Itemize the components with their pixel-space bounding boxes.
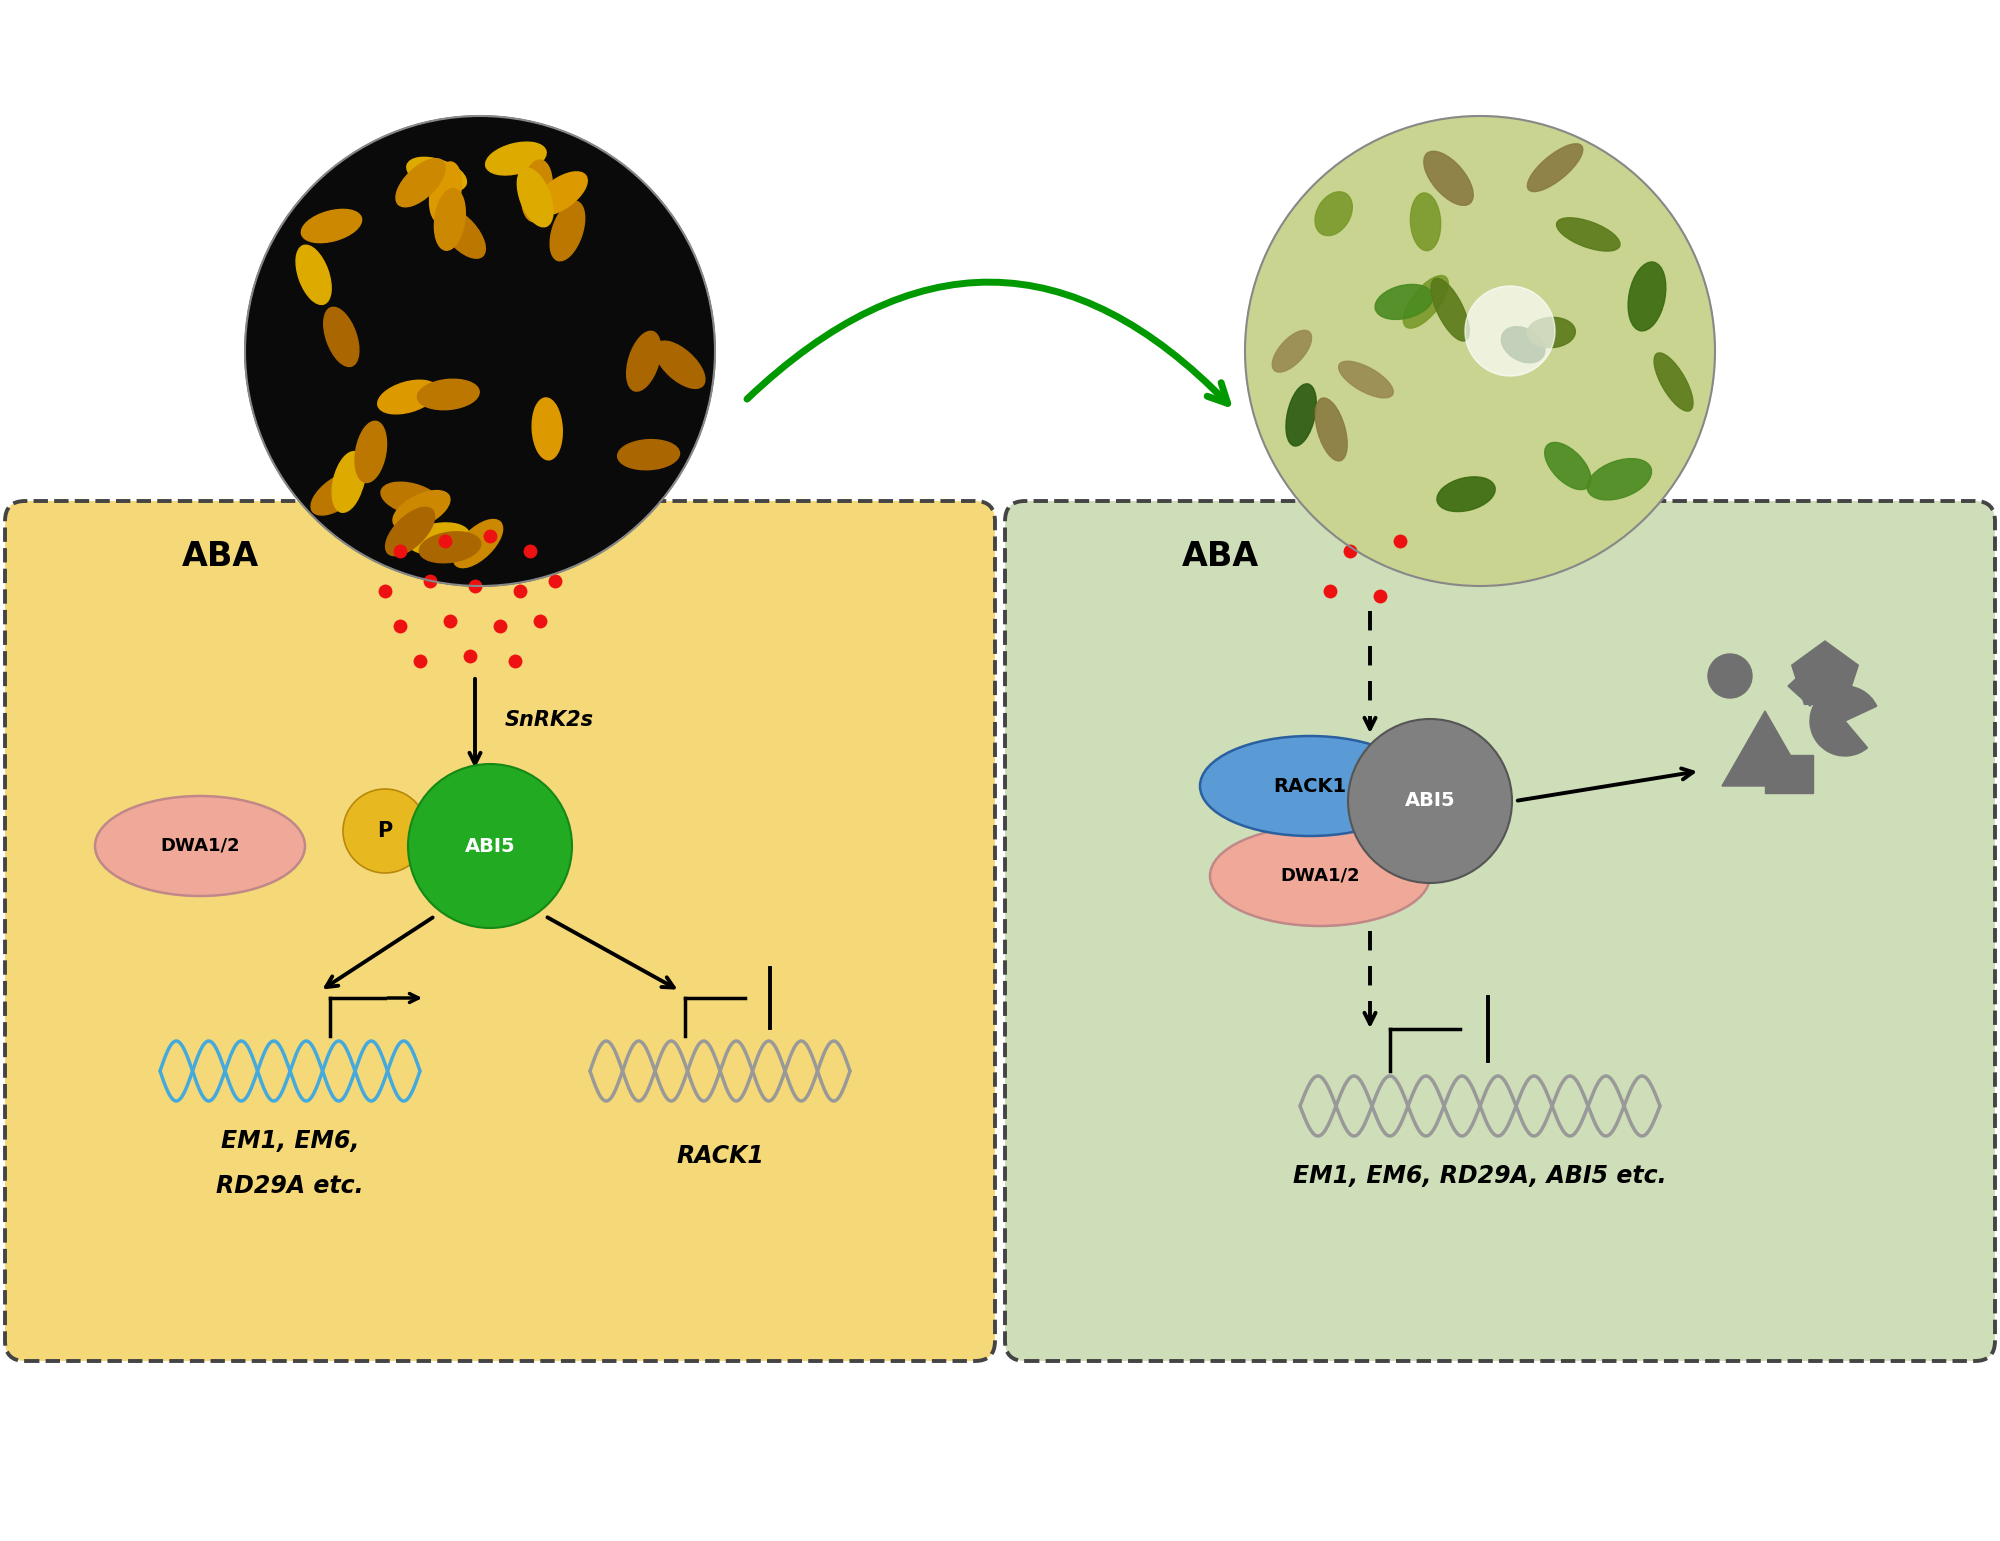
Ellipse shape bbox=[618, 439, 680, 470]
Ellipse shape bbox=[438, 208, 486, 259]
Circle shape bbox=[1708, 653, 1752, 698]
Ellipse shape bbox=[1430, 279, 1470, 341]
Ellipse shape bbox=[434, 188, 466, 250]
Text: DWA1/2: DWA1/2 bbox=[160, 837, 240, 855]
Ellipse shape bbox=[1338, 361, 1394, 398]
Polygon shape bbox=[1722, 710, 1808, 786]
Ellipse shape bbox=[1628, 262, 1666, 331]
Ellipse shape bbox=[386, 507, 434, 556]
Ellipse shape bbox=[1654, 353, 1694, 411]
Text: ABA: ABA bbox=[182, 539, 258, 573]
Ellipse shape bbox=[380, 482, 442, 515]
Polygon shape bbox=[1788, 666, 1832, 706]
Text: SnRK2s: SnRK2s bbox=[504, 710, 594, 730]
Text: RD29A etc.: RD29A etc. bbox=[216, 1174, 364, 1197]
Ellipse shape bbox=[378, 381, 438, 415]
Ellipse shape bbox=[486, 142, 546, 176]
Ellipse shape bbox=[518, 168, 554, 227]
Text: ABA: ABA bbox=[1182, 539, 1258, 573]
FancyBboxPatch shape bbox=[1006, 501, 1996, 1361]
Ellipse shape bbox=[654, 341, 704, 388]
Ellipse shape bbox=[454, 519, 502, 567]
Ellipse shape bbox=[396, 159, 446, 206]
Ellipse shape bbox=[1424, 151, 1474, 205]
Ellipse shape bbox=[1436, 476, 1496, 512]
Ellipse shape bbox=[1316, 398, 1348, 461]
FancyBboxPatch shape bbox=[4, 501, 996, 1361]
Ellipse shape bbox=[1528, 317, 1576, 348]
Ellipse shape bbox=[406, 157, 466, 191]
Polygon shape bbox=[1792, 641, 1858, 704]
Circle shape bbox=[244, 116, 716, 586]
Ellipse shape bbox=[1528, 143, 1582, 191]
Text: DWA1/2: DWA1/2 bbox=[1280, 868, 1360, 885]
Ellipse shape bbox=[534, 173, 588, 216]
Ellipse shape bbox=[96, 797, 304, 895]
Circle shape bbox=[1464, 287, 1556, 376]
Ellipse shape bbox=[1376, 285, 1432, 319]
Ellipse shape bbox=[302, 210, 362, 242]
Ellipse shape bbox=[430, 162, 462, 223]
Circle shape bbox=[344, 789, 428, 874]
Text: RACK1: RACK1 bbox=[676, 1143, 764, 1168]
Ellipse shape bbox=[1200, 737, 1420, 837]
Ellipse shape bbox=[420, 532, 480, 562]
Ellipse shape bbox=[550, 202, 584, 260]
Ellipse shape bbox=[408, 522, 470, 555]
Circle shape bbox=[1244, 116, 1716, 586]
Text: EM1, EM6, RD29A, ABI5 etc.: EM1, EM6, RD29A, ABI5 etc. bbox=[1294, 1163, 1666, 1188]
Text: ABI5: ABI5 bbox=[464, 837, 516, 855]
Ellipse shape bbox=[356, 421, 386, 482]
Ellipse shape bbox=[1588, 459, 1652, 499]
Ellipse shape bbox=[312, 472, 364, 515]
Circle shape bbox=[1348, 720, 1512, 883]
Ellipse shape bbox=[392, 490, 450, 529]
Text: EM1, EM6,: EM1, EM6, bbox=[220, 1130, 360, 1153]
Text: P: P bbox=[378, 821, 392, 841]
Circle shape bbox=[408, 764, 572, 928]
Ellipse shape bbox=[332, 452, 364, 512]
Ellipse shape bbox=[1502, 327, 1544, 362]
Ellipse shape bbox=[1404, 276, 1448, 328]
Ellipse shape bbox=[522, 160, 552, 222]
Text: RACK1: RACK1 bbox=[1274, 777, 1346, 795]
Wedge shape bbox=[1810, 686, 1876, 757]
Bar bbox=[1766, 755, 1814, 794]
Ellipse shape bbox=[1544, 442, 1592, 490]
Ellipse shape bbox=[324, 307, 358, 367]
Ellipse shape bbox=[1210, 826, 1430, 926]
Ellipse shape bbox=[1272, 330, 1312, 371]
Ellipse shape bbox=[1556, 217, 1620, 251]
Ellipse shape bbox=[1410, 193, 1440, 251]
Text: ABI5: ABI5 bbox=[1404, 792, 1456, 811]
Ellipse shape bbox=[532, 398, 562, 459]
Ellipse shape bbox=[1286, 384, 1316, 445]
Ellipse shape bbox=[418, 379, 480, 410]
Ellipse shape bbox=[626, 331, 660, 391]
Ellipse shape bbox=[296, 245, 332, 305]
Ellipse shape bbox=[1314, 191, 1352, 236]
